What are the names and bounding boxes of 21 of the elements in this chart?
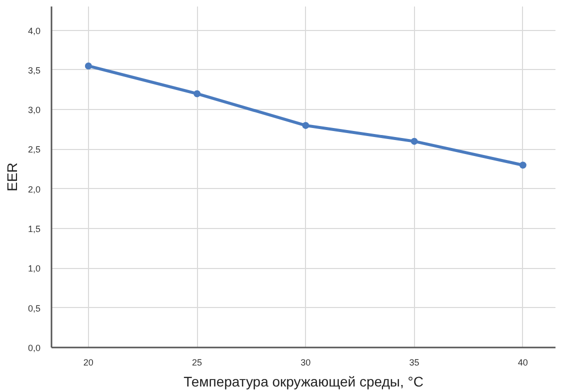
y-tick-label: 2,0 — [28, 184, 41, 194]
x-tick-label: 30 — [300, 358, 311, 368]
y-tick-label: 2,5 — [28, 144, 41, 155]
y-tick-label: 0,5 — [28, 303, 41, 314]
y-tick-label: 0,0 — [28, 343, 41, 353]
point — [302, 122, 310, 129]
y-tick-label: 4,0 — [28, 26, 41, 36]
y-tick-label: 3,5 — [28, 65, 41, 76]
y-tick-label: 1,0 — [28, 264, 41, 274]
x-tick-label: 20 — [83, 358, 94, 368]
x-axis-title: Температура окружающей среды, °С — [184, 374, 424, 390]
x-tick-label: 35 — [409, 358, 420, 368]
point — [84, 62, 92, 70]
point — [194, 90, 201, 98]
x-tick-label: 25 — [192, 358, 202, 368]
point — [410, 138, 418, 145]
point — [519, 162, 526, 169]
x-tick-label: 40 — [518, 358, 528, 368]
y-tick-label: 1,5 — [28, 224, 41, 234]
y-axis-title: EER — [4, 162, 20, 192]
y-tick-label: 3,0 — [28, 105, 41, 116]
